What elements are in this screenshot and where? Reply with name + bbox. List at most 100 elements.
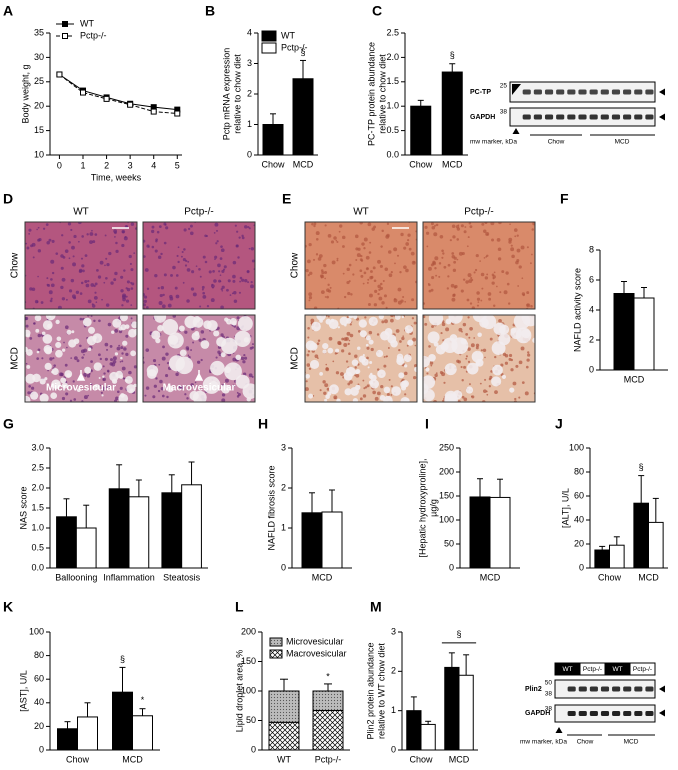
nucleus (313, 306, 318, 309)
nucleus (242, 360, 246, 364)
blot-band (589, 114, 598, 120)
image-border (24, 314, 138, 403)
nucleus (366, 267, 369, 270)
nucleus (403, 265, 407, 269)
nucleus (143, 292, 146, 297)
y-tick-label: 0.0 (386, 149, 399, 159)
y-tick-label: 0 (251, 744, 256, 754)
nucleus (406, 344, 409, 347)
legend-label: Microvesicular (286, 636, 344, 646)
nucleus (145, 306, 149, 309)
nucleus (107, 322, 112, 327)
nucleus (414, 364, 417, 368)
y-tick-label: 2 (391, 666, 396, 676)
nucleus (99, 260, 104, 265)
x-tick-label: Chow (598, 572, 622, 582)
image-border (422, 314, 536, 403)
vacuole (370, 372, 373, 376)
vacuole (26, 364, 31, 369)
nucleus (491, 281, 495, 285)
blot-band (634, 114, 643, 120)
nucleus (64, 325, 69, 330)
panel-letter: I (425, 416, 429, 432)
nucleus (403, 246, 407, 250)
nucleus (470, 343, 475, 348)
vacuole (44, 362, 52, 371)
y-tick-label: 0 (247, 149, 252, 159)
nucleus (144, 268, 149, 272)
y-tick-label: 1.5 (386, 76, 399, 86)
nucleus (87, 299, 92, 304)
nucleus (221, 269, 225, 273)
vacuole (51, 379, 61, 390)
nucleus (405, 242, 410, 246)
nucleus (106, 348, 109, 351)
nucleus (315, 253, 319, 256)
vacuole (335, 348, 340, 353)
nucleus (434, 373, 438, 378)
vacuole (352, 398, 358, 402)
nucleus (424, 225, 428, 229)
vacuole (120, 356, 123, 360)
nucleus (357, 329, 361, 333)
bar (292, 78, 314, 156)
nucleus (61, 234, 64, 237)
nucleus (220, 305, 224, 309)
bar (594, 549, 610, 569)
nucleus (186, 299, 190, 303)
vacuole (368, 339, 374, 345)
nucleus (125, 352, 129, 357)
nucleus (99, 357, 102, 361)
bar (56, 516, 77, 569)
vacuole (368, 380, 374, 385)
nucleus (461, 395, 465, 399)
nucleus (78, 269, 83, 274)
nucleus (469, 302, 473, 305)
blot-band (600, 686, 610, 692)
nucleus (465, 280, 469, 284)
blot-band (522, 114, 531, 120)
nucleus (158, 300, 163, 305)
nucleus (362, 394, 367, 398)
x-tick-label: MCD (638, 572, 659, 582)
vacuole (425, 367, 430, 372)
nucleus (247, 281, 250, 284)
nucleus (238, 291, 241, 294)
nucleus (323, 391, 327, 395)
nucleus (456, 238, 459, 241)
nucleus (493, 271, 496, 274)
vacuole (460, 338, 467, 345)
y-tick-label: 30 (34, 52, 44, 62)
bar (262, 124, 284, 156)
nucleus (453, 256, 457, 260)
vacuole (348, 315, 354, 319)
nucleus (29, 336, 33, 340)
nucleus (522, 293, 525, 297)
nucleus (431, 225, 436, 230)
nucleus (118, 329, 123, 334)
nucleus (388, 378, 391, 381)
nucleus (447, 263, 451, 267)
nucleus (331, 260, 336, 265)
nucleus (122, 293, 127, 298)
y-tick-label: 200 (439, 466, 454, 476)
nucleus (97, 275, 102, 279)
vacuole (122, 340, 128, 346)
nucleus (73, 398, 77, 401)
tissue (25, 222, 137, 309)
blot-band (634, 711, 643, 716)
nucleus (145, 348, 150, 352)
vacuole (224, 317, 229, 322)
nucleus (130, 317, 133, 320)
nucleus (306, 363, 311, 367)
arrowhead (659, 685, 665, 693)
nucleus (76, 359, 80, 363)
nucleus (165, 374, 169, 378)
nucleus (60, 266, 64, 270)
nucleus (177, 260, 180, 264)
nucleus (195, 265, 198, 268)
x-tick-label: Chow (409, 754, 433, 764)
y-tick-label: 50 (246, 715, 256, 725)
nucleus (497, 257, 502, 261)
nucleus (354, 234, 359, 239)
